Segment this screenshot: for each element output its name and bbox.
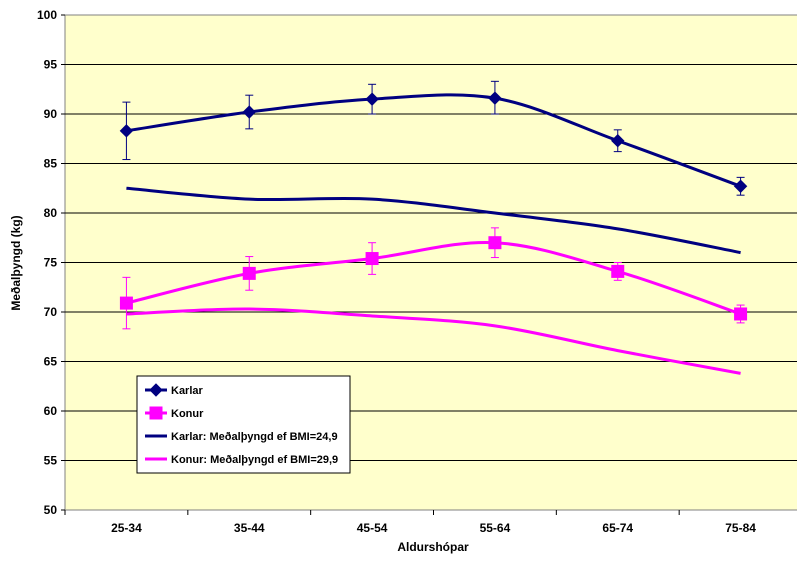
legend-swatch-marker	[149, 383, 163, 397]
x-tick-label: 65-74	[602, 521, 633, 535]
series-3	[126, 307, 741, 375]
series-2	[126, 186, 741, 255]
legend-label: Karlar: Meðalþyngd ef BMI=24,9	[171, 431, 338, 443]
y-tick-label: 55	[44, 454, 58, 468]
data-point	[611, 264, 625, 278]
legend-item: Karlar: Meðalþyngd ef BMI=24,9	[145, 431, 338, 443]
x-tick-label: 25-34	[111, 521, 142, 535]
legend-label: Konur	[171, 408, 204, 420]
y-tick-label: 80	[44, 206, 58, 220]
y-tick-label: 50	[44, 503, 58, 517]
legend-label: Karlar	[171, 385, 204, 397]
legend: Karlar Konur Karlar: Meðalþyngd ef BMI=24,…	[136, 375, 351, 474]
legend-box	[136, 375, 351, 474]
data-point	[365, 252, 379, 266]
x-tick-label: 55-64	[480, 521, 511, 535]
x-axis-title: Aldurshópar	[397, 540, 469, 554]
x-tick-label: 35-44	[234, 521, 265, 535]
legend-label: Konur: Meðalþyngd ef BMI=29,9	[171, 454, 338, 466]
y-tick-label: 95	[44, 58, 58, 72]
series-line	[126, 240, 742, 316]
series-line	[126, 93, 742, 188]
legend-item: Konur	[145, 406, 204, 420]
series-line	[126, 307, 741, 375]
y-tick-label: 60	[44, 404, 58, 418]
data-point	[734, 307, 748, 321]
series-layer	[119, 80, 748, 375]
data-point	[242, 105, 256, 119]
legend-item: Karlar	[145, 383, 204, 397]
data-point	[611, 134, 625, 148]
series-line	[126, 186, 741, 255]
y-tick-label: 65	[44, 355, 58, 369]
y-tick-label: 85	[44, 157, 58, 171]
series-1	[119, 227, 748, 330]
y-tick-label: 70	[44, 305, 58, 319]
y-tick-label: 100	[37, 8, 57, 22]
x-tick-label: 75-84	[725, 521, 756, 535]
data-point	[119, 296, 133, 310]
x-tick-label: 45-54	[357, 521, 388, 535]
data-point	[365, 92, 379, 106]
data-point	[488, 236, 502, 250]
data-point	[119, 124, 134, 138]
legend-item: Konur: Meðalþyngd ef BMI=29,9	[145, 454, 338, 466]
series-0	[119, 80, 748, 196]
y-tick-labels: 50 55 60 65 70 75 80 85 90 95 100	[37, 8, 65, 517]
data-point	[488, 91, 502, 105]
y-tick-label: 75	[44, 256, 58, 270]
x-tick-labels: 25-34 35-44 45-54 55-64 65-74 75-84	[64, 510, 756, 535]
legend-swatch-marker	[149, 406, 163, 420]
y-tick-label: 90	[44, 107, 58, 121]
y-axis-title: Meðalþyngd (kg)	[9, 215, 23, 310]
data-point	[242, 266, 256, 280]
data-point	[733, 179, 748, 193]
